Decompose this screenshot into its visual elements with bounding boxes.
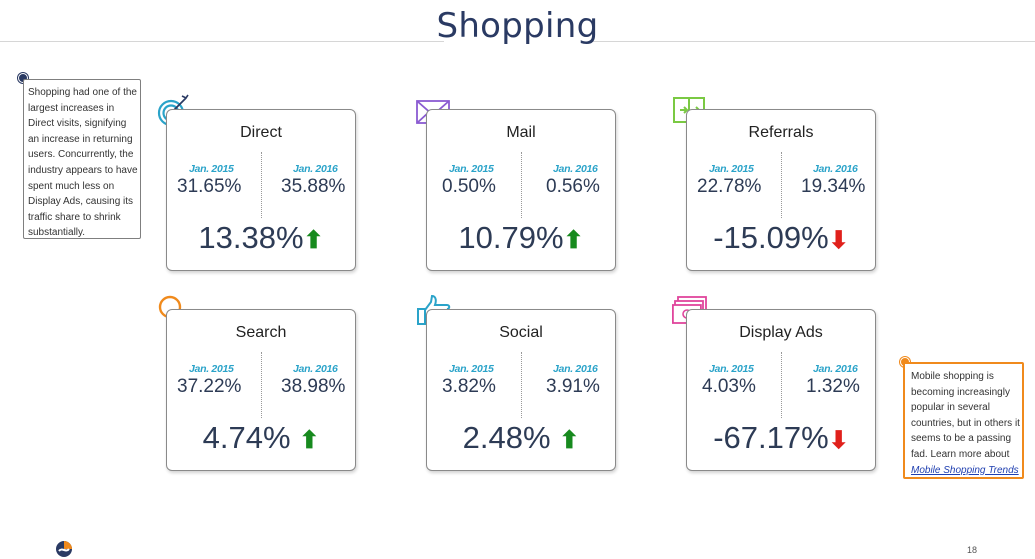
card-title: Social <box>499 324 543 341</box>
value-2016: 3.91% <box>546 376 600 397</box>
card-title: Display Ads <box>739 324 823 341</box>
value-2015: 22.78% <box>697 176 762 197</box>
value-2016: 0.56% <box>546 176 600 197</box>
change-number: 13.38% <box>198 220 304 255</box>
card-divider <box>521 152 522 218</box>
value-2016: 19.34% <box>801 176 866 197</box>
year-2015-label: Jan. 2015 <box>449 163 494 175</box>
year-2015-label: Jan. 2015 <box>189 363 234 375</box>
card-divider <box>781 152 782 218</box>
year-2016-label: Jan. 2016 <box>553 363 598 375</box>
change-value: -15.09%⬇ <box>687 220 875 256</box>
change-value: 10.79%⬆ <box>427 220 615 256</box>
card-divider <box>261 352 262 418</box>
up-arrow-icon: ⬆ <box>559 427 580 454</box>
value-2015: 3.82% <box>442 376 496 397</box>
mobile-shopping-trends-link[interactable]: Mobile Shopping Trends <box>911 464 1019 476</box>
up-arrow-icon: ⬆ <box>303 227 324 254</box>
card-divider <box>261 152 262 218</box>
title-rule-right <box>592 41 1035 42</box>
title-rule-left <box>0 41 444 42</box>
change-number: 4.74% <box>202 420 291 455</box>
down-arrow-icon: ⬇ <box>828 427 849 454</box>
year-2015-label: Jan. 2015 <box>189 163 234 175</box>
card-social: Social Jan. 2015 3.82% Jan. 2016 3.91% 2… <box>426 309 616 471</box>
value-2016: 35.88% <box>281 176 346 197</box>
year-2016-label: Jan. 2016 <box>813 363 858 375</box>
card-title: Direct <box>240 124 282 141</box>
up-arrow-icon: ⬆ <box>299 427 320 454</box>
year-2015-label: Jan. 2015 <box>709 163 754 175</box>
card-divider <box>781 352 782 418</box>
page-number: 18 <box>966 545 977 555</box>
value-2016: 1.32% <box>806 376 860 397</box>
card-title: Mail <box>506 124 536 141</box>
value-2015: 31.65% <box>177 176 242 197</box>
page-title: Shopping <box>436 6 599 46</box>
value-2015: 37.22% <box>177 376 242 397</box>
change-value: 4.74% ⬆ <box>167 420 355 456</box>
year-2015-label: Jan. 2015 <box>709 363 754 375</box>
mobile-note-text: Mobile shopping is becoming increasingly… <box>911 371 1020 460</box>
up-arrow-icon: ⬆ <box>563 227 584 254</box>
card-title: Referrals <box>748 124 814 141</box>
mobile-note: Mobile shopping is becoming increasingly… <box>903 362 1024 479</box>
change-value: -67.17%⬇ <box>687 420 875 456</box>
value-2015: 0.50% <box>442 176 496 197</box>
year-2016-label: Jan. 2016 <box>813 163 858 175</box>
down-arrow-icon: ⬇ <box>828 227 849 254</box>
value-2015: 4.03% <box>702 376 756 397</box>
card-direct: Direct Jan. 2015 31.65% Jan. 2016 35.88%… <box>166 109 356 271</box>
year-2015-label: Jan. 2015 <box>449 363 494 375</box>
value-2016: 38.98% <box>281 376 346 397</box>
change-number: 10.79% <box>458 220 564 255</box>
card-divider <box>521 352 522 418</box>
change-value: 13.38%⬆ <box>167 220 355 256</box>
insight-note: Shopping had one of the largest increase… <box>23 79 141 239</box>
change-number: 2.48% <box>462 420 551 455</box>
year-2016-label: Jan. 2016 <box>293 163 338 175</box>
change-number: -67.17% <box>713 420 829 455</box>
brand-logo-icon <box>56 541 72 557</box>
change-value: 2.48% ⬆ <box>427 420 615 456</box>
change-number: -15.09% <box>713 220 829 255</box>
year-2016-label: Jan. 2016 <box>293 363 338 375</box>
card-display-ads: Display Ads Jan. 2015 4.03% Jan. 2016 1.… <box>686 309 876 471</box>
card-mail: Mail Jan. 2015 0.50% Jan. 2016 0.56% 10.… <box>426 109 616 271</box>
year-2016-label: Jan. 2016 <box>553 163 598 175</box>
card-title: Search <box>235 324 287 341</box>
card-search: Search Jan. 2015 37.22% Jan. 2016 38.98%… <box>166 309 356 471</box>
card-referrals: Referrals Jan. 2015 22.78% Jan. 2016 19.… <box>686 109 876 271</box>
